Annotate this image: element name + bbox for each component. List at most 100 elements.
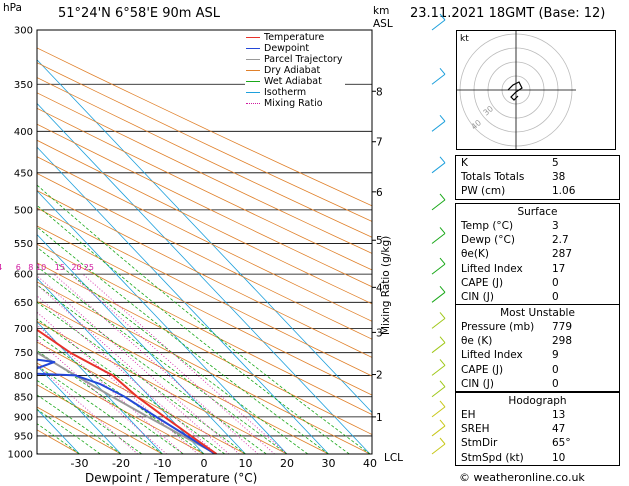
mixing-ratio-line [37,284,230,454]
dry-adiabat-line [37,262,372,435]
wind-barb [431,199,446,211]
km-unit-label: km [373,5,390,17]
mixing-ratio-line [37,311,199,454]
stat-value: 65° [552,437,571,450]
mixing-ratio-label: 15 [55,263,65,272]
dry-adiabat-line [37,406,122,454]
mixing-ratio-label: 10 [36,263,46,272]
location-label: 51°24'N 6°58'E 90m ASL [58,6,220,21]
dry-adiabat-line [37,172,372,340]
wind-barb [431,233,446,244]
wet-adiabat-line [37,408,101,454]
wet-adiabat-line [37,394,122,454]
pressure-tick-label: 700 [14,324,33,335]
pressure-tick-label: 600 [14,270,33,281]
wind-barb-flag [439,336,446,344]
dry-adiabat-line [37,243,372,416]
dry-adiabat-line [37,341,246,454]
dry-adiabat-line [37,123,372,288]
stat-label: StmSpd (kt) [461,451,524,464]
pressure-tick-label: 350 [14,80,33,91]
most-unstable-title: Most Unstable [500,307,575,319]
wind-barb [431,406,446,418]
stat-label: CAPE (J) [461,363,504,376]
stat-row: θe(K) 287 [456,247,619,261]
stat-label: EH [461,409,476,421]
wind-barb-flag [439,419,446,427]
parcel-trajectory-line [37,351,217,454]
isotherm-line [37,190,288,454]
wind-barb [431,291,446,303]
surface-box: Surface Temp (°C) 3 Dewp (°C) 2.7 θe(K) 287 Li… [455,203,620,306]
pressure-tick-label: 1000 [8,450,33,461]
km-tick-label: 6 [376,187,383,199]
asl-unit-label: ASL [373,18,393,30]
wind-barb-flag [439,312,446,319]
hodograph-title: Hodograph [508,395,567,407]
temperature-tick-label: -20 [112,457,130,470]
stat-value: 10 [552,451,566,464]
mixing-ratio-label: 4 [0,263,2,272]
datetime-label: 23.11.2021 18GMT (Base: 12) [410,6,606,21]
stat-label: Dewp (°C) [461,234,515,247]
isotherm-line [37,102,371,454]
stat-label: PW (cm) [461,185,506,198]
wind-barb [431,386,446,398]
legend-swatch [246,37,260,38]
legend-item: Mixing Ratio [246,98,342,109]
mixing-ratio-line [37,339,167,454]
pressure-tick-label: 400 [14,127,33,138]
legend-item: Dewpoint [246,43,342,54]
wind-barb-flag [439,437,446,445]
km-tick-label: 8 [376,86,383,98]
isotherm-line [37,146,329,454]
km-tick-label: 1 [376,412,383,424]
isotherm-line [37,277,205,454]
dry-adiabat-line [37,190,372,358]
stat-label: Lifted Index [461,349,523,362]
wind-barb-flag [439,114,446,122]
pressure-tick-label: 450 [14,168,33,179]
stat-row: StmDir 65° [456,436,619,450]
x-axis-title: Dewpoint / Temperature (°C) [85,471,258,485]
mixing-ratio-line [37,364,138,454]
stat-value: 779 [552,321,573,333]
dry-adiabat-line [37,107,372,271]
temperature-tick-label: 10 [239,457,253,470]
legend-swatch [246,81,260,82]
wind-barb [431,443,446,455]
stat-value: 5 [552,157,559,169]
dry-adiabat-line [37,139,372,305]
hodograph-trace [507,81,523,101]
stat-value: 287 [552,248,573,261]
wet-adiabat-line [37,226,329,454]
legend-item: Wet Adiabat [246,76,342,87]
mixing-ratio-label: 20 [71,263,81,272]
stat-label: θe(K) [461,248,489,261]
wet-adiabat-line [37,365,163,454]
hodograph-stats-box: Hodograph EH 13 SREH 47 StmDir 65° StmSpd (kt)… [455,392,620,466]
wind-barb-flag [439,380,446,388]
pressure-tick-label: 500 [14,205,33,216]
wind-barb-flag [439,67,446,75]
stat-value: 3 [552,220,559,232]
wind-barb [431,342,446,354]
stat-row: Lifted Index 9 [456,348,619,362]
stat-value: 0 [552,363,559,376]
dry-adiabat-line [37,156,372,322]
stat-row: Pressure (mb) 779 [456,320,619,334]
pressure-tick-label: 750 [14,348,33,359]
legend-item: Temperature [246,32,342,43]
dry-adiabat-line [37,321,288,454]
mixing-ratio-label: 25 [84,263,94,272]
stat-row: CAPE (J) 0 [456,363,619,377]
legend-item: Dry Adiabat [246,65,342,76]
stat-label: CAPE (J) [461,276,504,289]
stat-row: CIN (J) 0 [456,377,619,391]
temperature-tick-label: -10 [154,457,172,470]
km-tick-label: 5 [376,235,383,247]
dry-adiabat-line [37,92,372,254]
stat-row: Totals Totals 38 [456,170,619,184]
dry-adiabat-line [37,281,371,454]
wind-barb [431,19,446,31]
